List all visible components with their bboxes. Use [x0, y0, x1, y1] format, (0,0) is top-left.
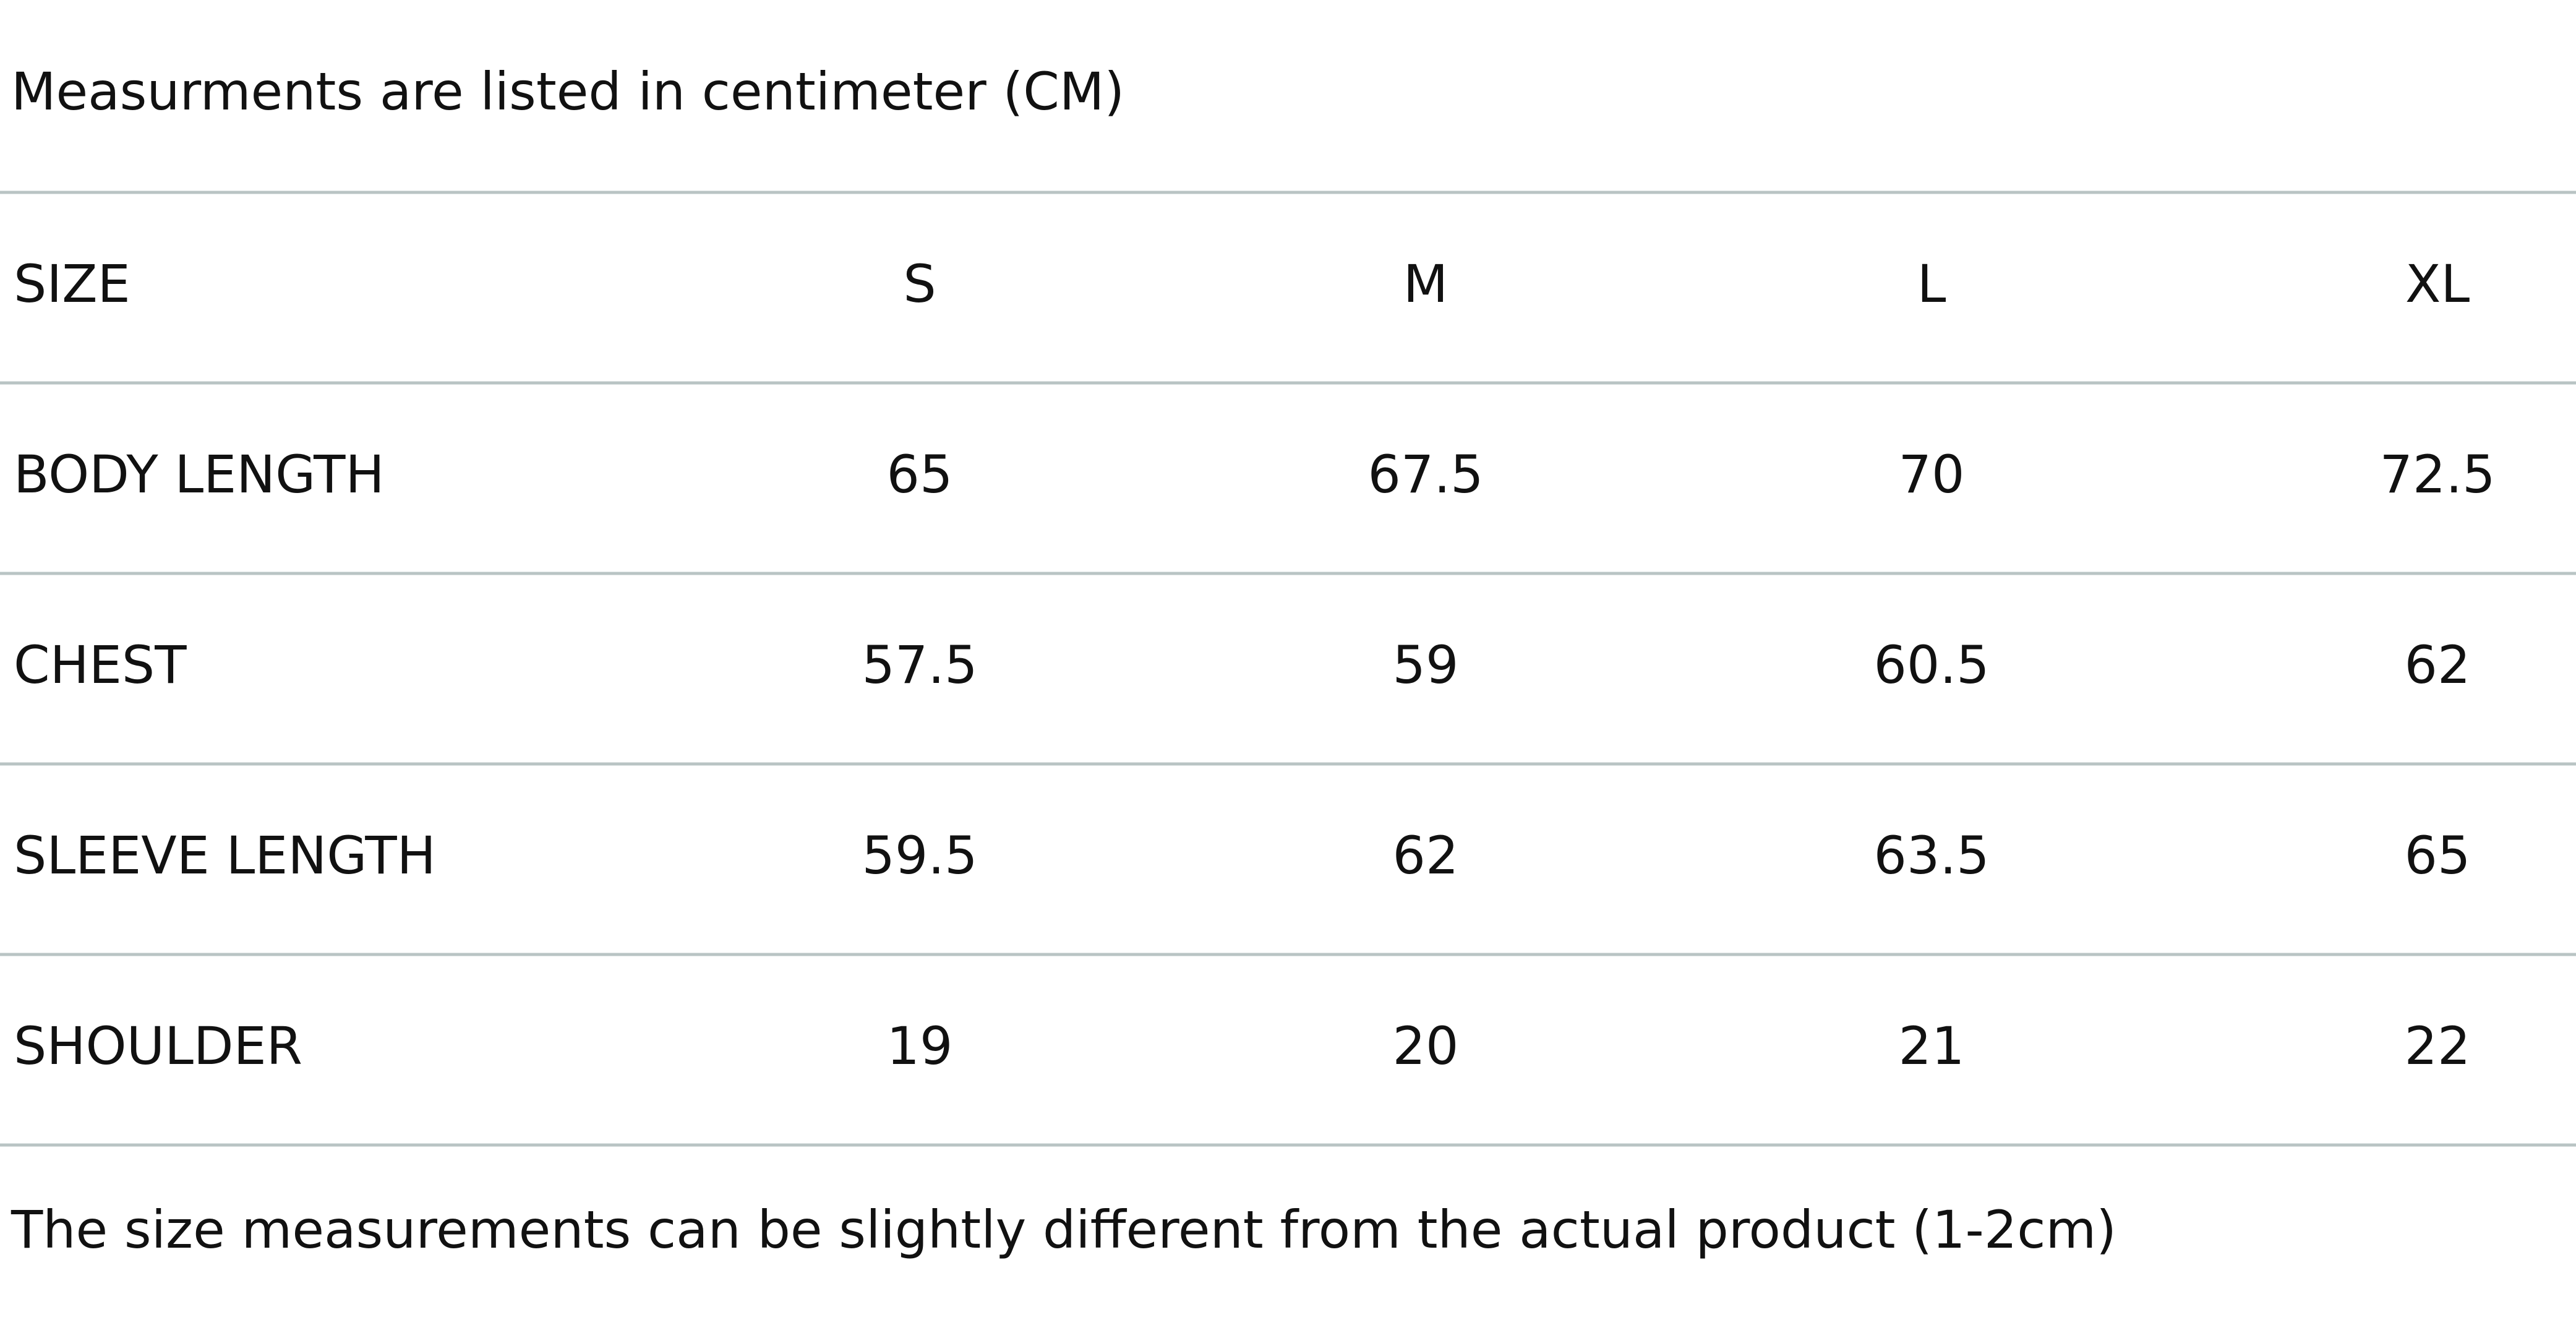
cell: 59.5: [862, 825, 977, 886]
cell: 67.5: [1367, 444, 1483, 505]
cell: 59: [1393, 635, 1459, 695]
header-cell: SIZE: [14, 254, 131, 314]
cell: 22: [2405, 1016, 2471, 1076]
cell: 57.5: [862, 635, 977, 695]
header-cell: XL: [2405, 254, 2470, 314]
cell: 63.5: [1873, 825, 1989, 886]
cell: 62: [1393, 825, 1459, 886]
header-cell: S: [903, 254, 936, 314]
footer-note: The size measurements can be slightly di…: [11, 1199, 2116, 1260]
row-label: BODY LENGTH: [14, 444, 385, 505]
cell: 62: [2405, 635, 2471, 695]
row-label: SLEEVE LENGTH: [14, 825, 436, 886]
title: Measurments are listed in centimeter (CM…: [11, 61, 1124, 122]
row-label: SHOULDER: [14, 1016, 302, 1076]
cell: 20: [1393, 1016, 1459, 1076]
cell: 70: [1899, 444, 1965, 505]
cell: 19: [887, 1016, 953, 1076]
row-label: CHEST: [14, 635, 187, 695]
cell: 60.5: [1873, 635, 1989, 695]
header-cell: L: [1917, 254, 1946, 314]
cell: 21: [1899, 1016, 1965, 1076]
header-cell: M: [1403, 254, 1448, 314]
cell: 72.5: [2379, 444, 2495, 505]
cell: 65: [2405, 825, 2471, 886]
cell: 65: [887, 444, 953, 505]
